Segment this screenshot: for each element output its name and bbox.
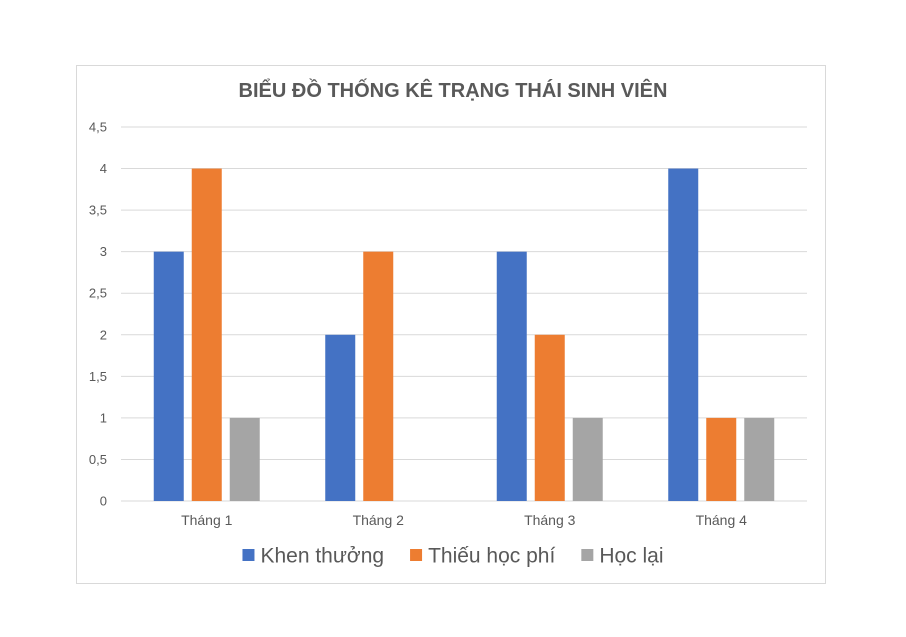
bar bbox=[668, 168, 699, 502]
bar bbox=[153, 251, 184, 501]
y-tick-label: 1,5 bbox=[89, 369, 107, 384]
x-tick-label: Tháng 1 bbox=[181, 512, 233, 528]
legend-label: Khen thưởng bbox=[260, 545, 384, 568]
bar bbox=[363, 251, 394, 501]
y-tick-label: 4 bbox=[100, 161, 107, 176]
bar bbox=[744, 417, 775, 501]
legend-label: Học lại bbox=[599, 545, 663, 568]
bar bbox=[229, 417, 260, 501]
y-axis-ticks: 0 0,5 1 1,5 2 2,5 3 3,5 4 4,5 bbox=[89, 120, 107, 509]
y-tick-label: 0,5 bbox=[89, 452, 107, 467]
bar bbox=[191, 168, 222, 502]
x-tick-label: Tháng 3 bbox=[524, 512, 576, 528]
y-tick-label: 3,5 bbox=[89, 203, 107, 218]
bar bbox=[534, 334, 565, 501]
bar bbox=[572, 417, 603, 501]
legend: Khen thưởng Thiếu học phí Học lại bbox=[242, 545, 664, 568]
x-tick-label: Tháng 4 bbox=[696, 512, 748, 528]
legend-swatch bbox=[242, 549, 255, 561]
bars bbox=[153, 168, 775, 502]
y-tick-label: 4,5 bbox=[89, 120, 107, 135]
legend-label: Thiếu học phí bbox=[428, 545, 555, 568]
y-tick-label: 1 bbox=[100, 410, 107, 425]
chart-title: BIỂU ĐỒ THỐNG KÊ TRẠNG THÁI SINH VIÊN bbox=[238, 80, 668, 102]
x-tick-label: Tháng 2 bbox=[353, 512, 405, 528]
legend-swatch bbox=[410, 549, 423, 561]
y-tick-label: 3 bbox=[100, 244, 107, 259]
y-tick-label: 0 bbox=[100, 494, 107, 509]
gridlines bbox=[121, 126, 807, 502]
y-tick-label: 2,5 bbox=[89, 286, 107, 301]
bar bbox=[496, 251, 527, 501]
x-axis: Tháng 1 Tháng 2 Tháng 3 Tháng 4 bbox=[181, 512, 747, 528]
legend-swatch bbox=[581, 549, 594, 561]
bar bbox=[325, 334, 356, 501]
y-tick-label: 2 bbox=[100, 327, 107, 342]
bar bbox=[706, 417, 737, 501]
